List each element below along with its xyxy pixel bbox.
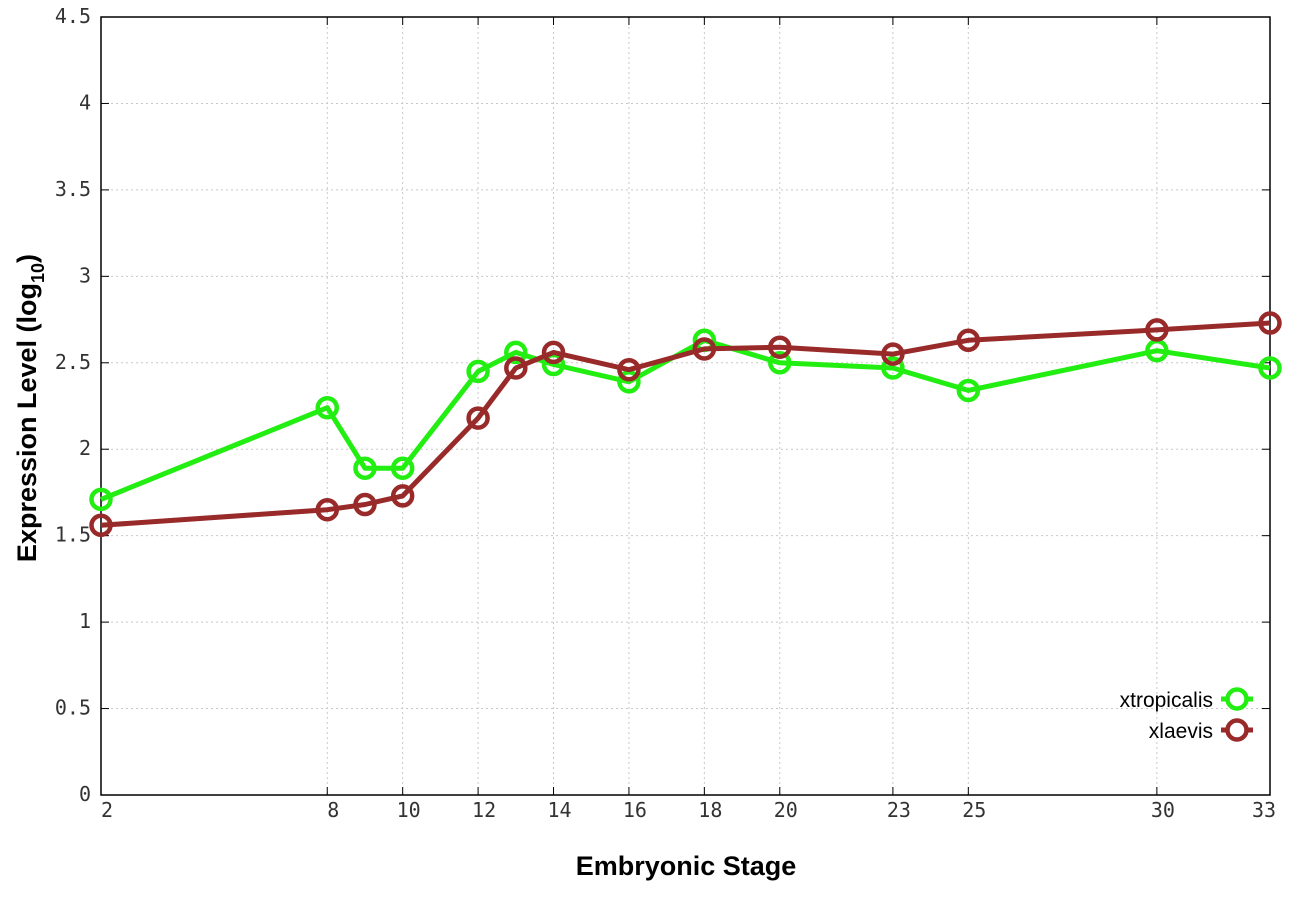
legend-item: xlaevis bbox=[1149, 718, 1253, 743]
data-point bbox=[881, 356, 905, 380]
data-point bbox=[89, 487, 113, 512]
data-point bbox=[768, 351, 792, 375]
data-point bbox=[466, 359, 490, 384]
data-point bbox=[881, 342, 905, 366]
x-tick-label: 12 bbox=[472, 798, 496, 822]
data-point bbox=[768, 335, 792, 359]
data-point bbox=[692, 337, 717, 361]
data-point bbox=[466, 406, 490, 430]
x-tick-label: 16 bbox=[623, 798, 647, 822]
data-point bbox=[541, 340, 566, 365]
x-tick-label: 30 bbox=[1151, 798, 1175, 822]
data-point bbox=[390, 456, 415, 480]
series-line bbox=[100, 337, 1271, 502]
y-tick-label: 2.5 bbox=[55, 350, 91, 374]
y-axis-title: Expression Level (log10) bbox=[12, 254, 48, 562]
x-tick-label: 18 bbox=[698, 798, 722, 822]
x-tick-label: 14 bbox=[547, 798, 571, 822]
data-point bbox=[89, 513, 113, 538]
x-tick-label: 8 bbox=[327, 798, 339, 822]
axis-ticks: 0 0.5 1 1.5 2 2.5 3 3.5 4 4.5 2 8 10 12 14 16 18 20 23 25 30… bbox=[55, 4, 1276, 822]
y-tick-label: 4 bbox=[79, 90, 91, 114]
x-tick-label: 10 bbox=[397, 798, 421, 822]
y-tick-label: 0.5 bbox=[55, 696, 91, 720]
series-line bbox=[100, 320, 1271, 528]
data-point bbox=[504, 356, 528, 380]
y-tick-label: 1.5 bbox=[55, 523, 91, 547]
data-point bbox=[353, 492, 377, 517]
data-point bbox=[617, 370, 641, 394]
y-axis-title-close: ) bbox=[12, 254, 42, 263]
grid-lines bbox=[101, 17, 1270, 795]
data-point bbox=[504, 340, 528, 365]
legend-label: xtropicalis bbox=[1120, 689, 1213, 712]
series-xlaevis bbox=[89, 311, 1282, 538]
data-point bbox=[1258, 356, 1282, 380]
data-point bbox=[1145, 318, 1169, 342]
x-axis-title: Embryonic Stage bbox=[576, 851, 797, 881]
x-tick-label: 20 bbox=[774, 798, 798, 822]
legend-swatch-marker bbox=[1225, 718, 1249, 742]
data-point bbox=[1258, 311, 1282, 335]
y-axis-title-main: Expression Level (log bbox=[12, 283, 42, 562]
data-point bbox=[617, 357, 641, 382]
data-point bbox=[956, 328, 981, 353]
y-tick-label: 0 bbox=[79, 782, 91, 806]
x-tick-label: 2 bbox=[101, 798, 113, 822]
data-point bbox=[956, 378, 981, 403]
legend-label: xlaevis bbox=[1149, 720, 1213, 743]
plot-frame bbox=[100, 16, 1271, 796]
data-point bbox=[353, 456, 377, 480]
series bbox=[89, 311, 1282, 538]
y-tick-label: 1 bbox=[79, 609, 91, 633]
y-tick-label: 4.5 bbox=[55, 4, 91, 28]
y-axis-title-subscript: 10 bbox=[28, 263, 48, 283]
legend-item: xtropicalis bbox=[1120, 687, 1253, 712]
legend-swatch-marker bbox=[1225, 687, 1249, 711]
y-tick-label: 3.5 bbox=[55, 177, 91, 201]
legend: xtropicalis xlaevis bbox=[1120, 687, 1253, 743]
data-point bbox=[315, 497, 340, 522]
y-tick-label: 3 bbox=[79, 263, 91, 287]
x-tick-label: 25 bbox=[962, 798, 986, 822]
series-xtropicalis bbox=[89, 328, 1282, 512]
x-tick-label: 33 bbox=[1252, 798, 1276, 822]
y-tick-label: 2 bbox=[79, 436, 91, 460]
data-point bbox=[315, 395, 340, 420]
x-tick-label: 23 bbox=[887, 798, 911, 822]
data-point bbox=[390, 484, 415, 508]
